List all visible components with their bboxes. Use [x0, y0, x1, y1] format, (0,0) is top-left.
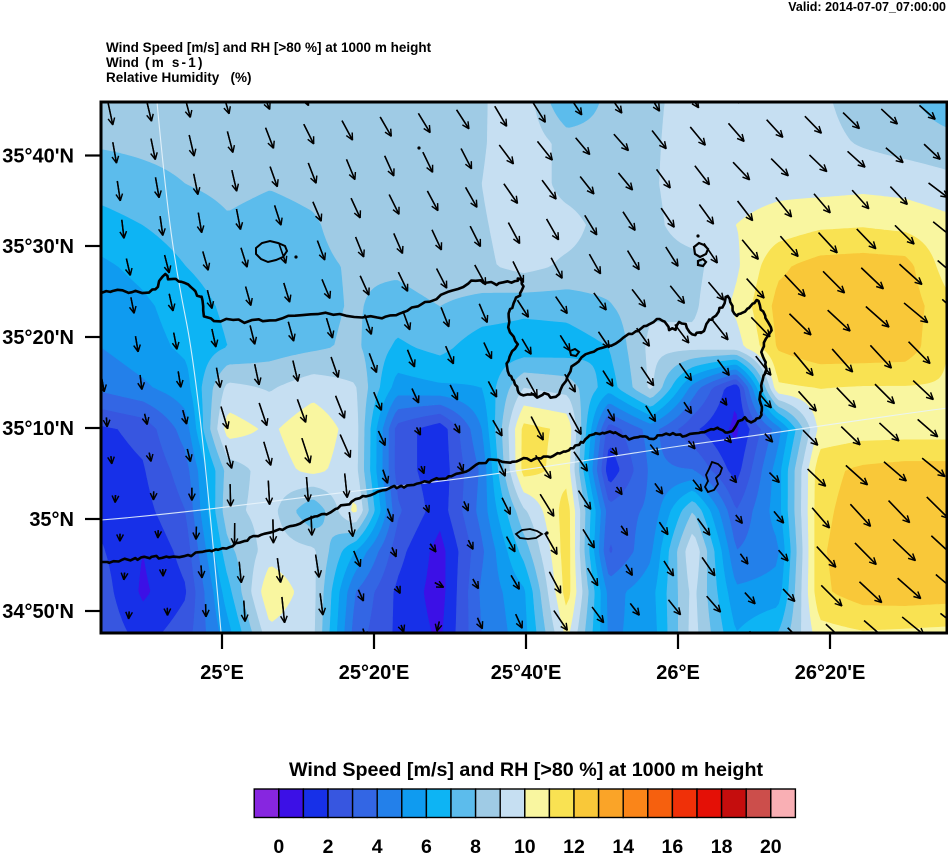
svg-text:14: 14	[612, 836, 634, 854]
svg-text:Valid: 2014-07-07_07:00:00: Valid: 2014-07-07_07:00:00	[788, 0, 946, 14]
svg-text:35°10'N: 35°10'N	[2, 418, 74, 440]
svg-text:2: 2	[323, 836, 334, 854]
svg-text:Wind Speed [m/s] and RH [>80 %: Wind Speed [m/s] and RH [>80 %] at 1000 …	[289, 759, 764, 781]
svg-text:12: 12	[563, 836, 585, 854]
svg-text:35°40'N: 35°40'N	[2, 146, 74, 168]
svg-text:25°40'E: 25°40'E	[491, 662, 562, 684]
svg-text:25°20'E: 25°20'E	[339, 662, 410, 684]
svg-text:35°20'N: 35°20'N	[2, 327, 74, 349]
svg-text:6: 6	[421, 836, 432, 854]
svg-text:20: 20	[760, 836, 782, 854]
svg-text:35°30'N: 35°30'N	[2, 236, 74, 258]
svg-text:34°50'N: 34°50'N	[2, 601, 74, 623]
svg-text:8: 8	[470, 836, 481, 854]
svg-text:Relative Humidity (%): Relative Humidity (%)	[106, 70, 252, 85]
svg-text:(m s-1): (m s-1)	[145, 55, 205, 70]
svg-text:26°20'E: 26°20'E	[795, 662, 866, 684]
svg-text:4: 4	[372, 836, 383, 854]
svg-text:Wind Speed [m/s] and RH [>80 %: Wind Speed [m/s] and RH [>80 %] at 1000 …	[106, 40, 432, 55]
svg-text:0: 0	[273, 836, 284, 854]
svg-text:25°E: 25°E	[200, 662, 244, 684]
svg-text:10: 10	[514, 836, 536, 854]
svg-text:16: 16	[662, 836, 684, 854]
svg-text:26°E: 26°E	[656, 662, 700, 684]
svg-text:35°N: 35°N	[29, 509, 74, 531]
svg-text:18: 18	[711, 836, 733, 854]
svg-text:Wind: Wind	[106, 55, 139, 70]
